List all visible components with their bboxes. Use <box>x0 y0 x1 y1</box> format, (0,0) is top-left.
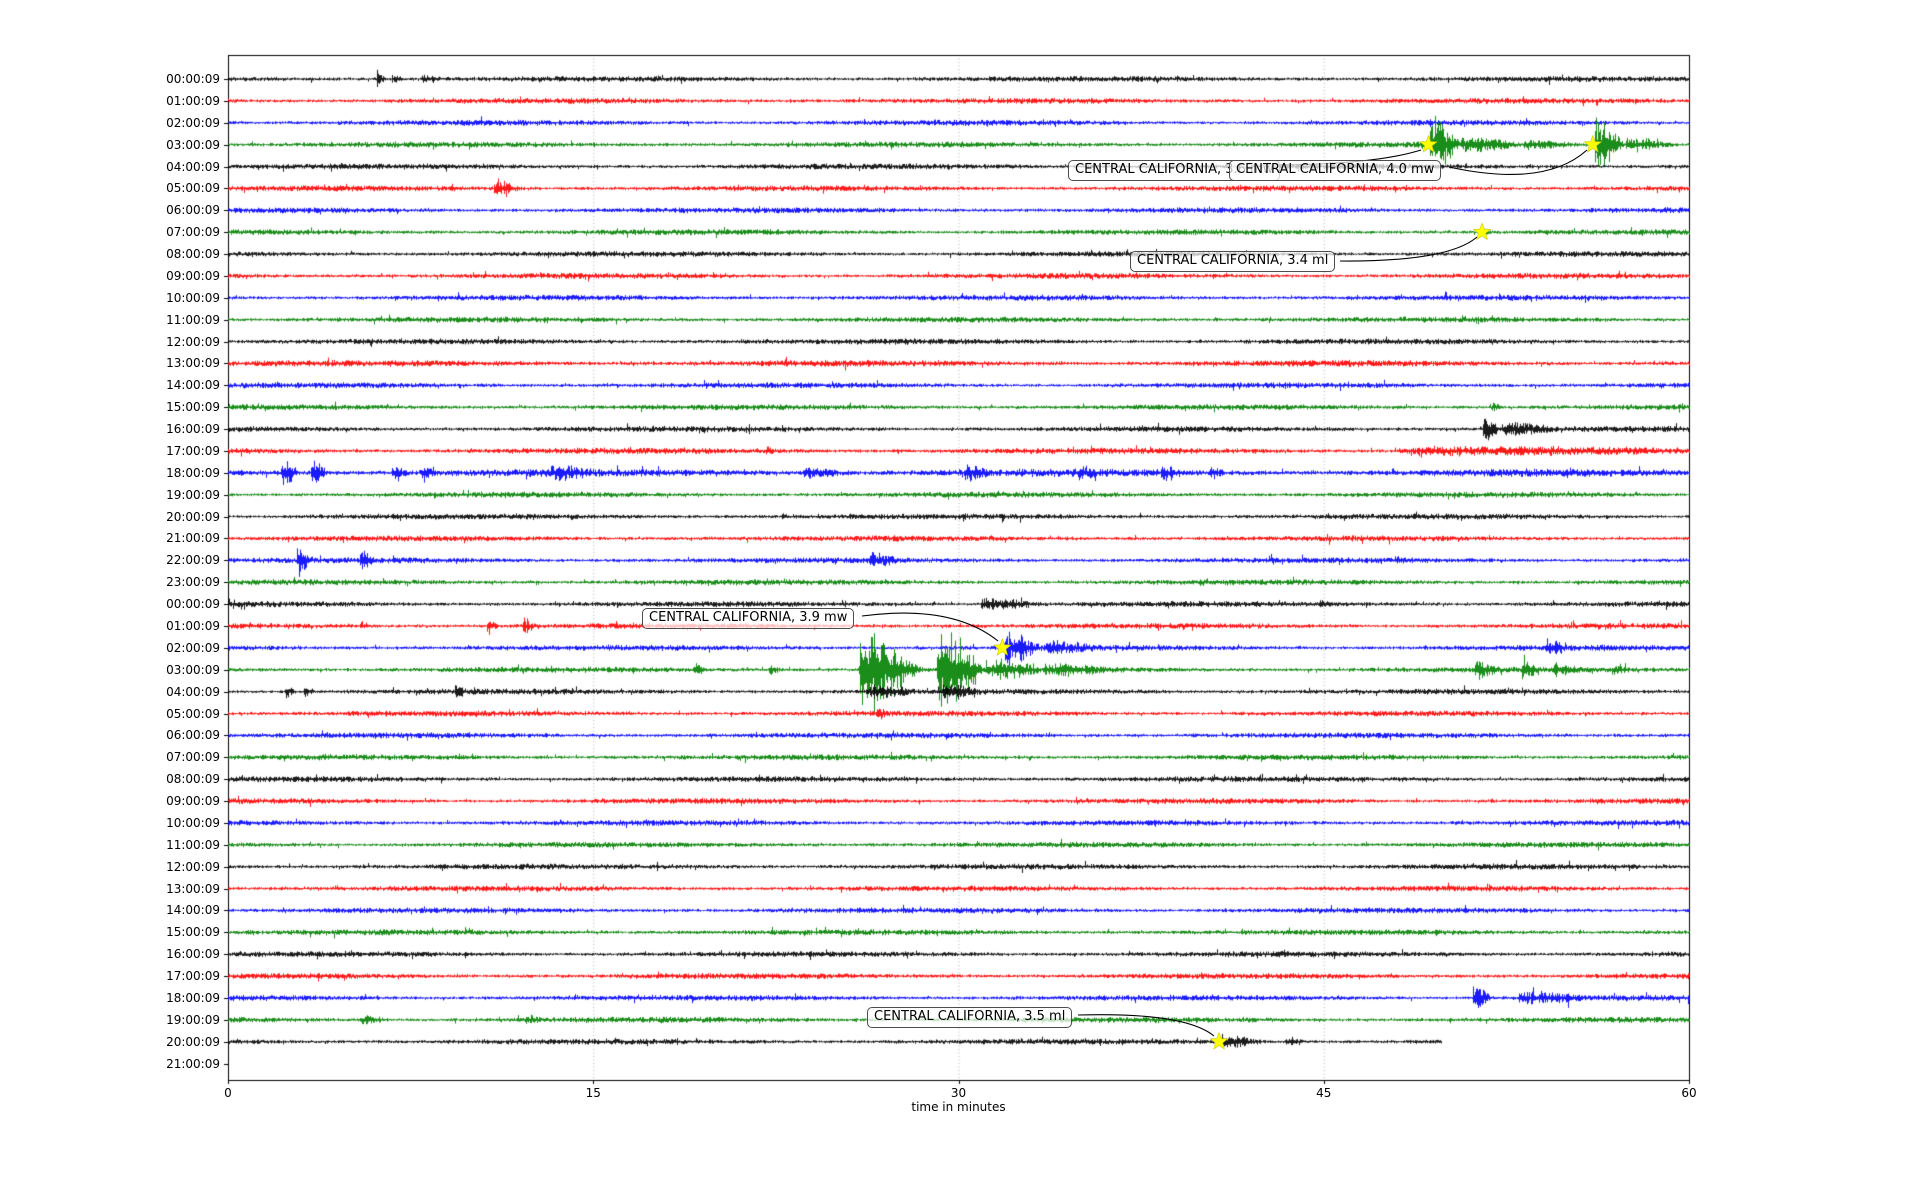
y-axis-label: 11:00:09 <box>166 312 220 327</box>
event-annotation: CENTRAL CALIFORNIA, 4.0 mw <box>1229 160 1442 181</box>
y-axis-label: 08:00:09 <box>166 247 220 262</box>
y-axis-label: 17:00:09 <box>166 969 220 984</box>
y-axis-label: 06:00:09 <box>166 728 220 743</box>
y-axis-label: 13:00:09 <box>166 881 220 896</box>
y-axis-label: 20:00:09 <box>166 509 220 524</box>
y-axis-label: 00:00:09 <box>166 597 220 612</box>
event-annotation: CENTRAL CALIFORNIA, 3.6 mw <box>1068 160 1281 181</box>
event-annotation: CENTRAL CALIFORNIA, 3.9 mw <box>642 608 855 629</box>
x-tick-label: 15 <box>585 1086 601 1100</box>
x-tick-label: 45 <box>1316 1086 1332 1100</box>
y-axis-label: 15:00:09 <box>166 925 220 940</box>
y-axis-label: 04:00:09 <box>166 159 220 174</box>
y-axis-label: 01:00:09 <box>166 619 220 633</box>
y-axis-label: 06:00:09 <box>166 203 220 218</box>
x-axis-title: time in minutes <box>911 1100 1006 1114</box>
y-axis-label: 13:00:09 <box>166 356 220 371</box>
y-axis-label: 07:00:09 <box>166 225 220 240</box>
y-axis-label: 02:00:09 <box>166 115 220 130</box>
x-tick-label: 0 <box>224 1086 232 1100</box>
y-axis-label: 22:00:09 <box>166 553 220 568</box>
y-axis-label: 07:00:09 <box>166 750 220 765</box>
y-axis-label: 02:00:09 <box>166 640 220 655</box>
y-axis-label: 03:00:09 <box>166 137 220 152</box>
y-axis-label: 14:00:09 <box>166 378 220 393</box>
y-axis-label: 01:00:09 <box>166 93 220 108</box>
y-axis-label: 03:00:09 <box>166 662 220 677</box>
y-axis-label: 12:00:09 <box>166 334 220 349</box>
y-axis-label: 19:00:09 <box>166 487 220 502</box>
y-axis-label: 18:00:09 <box>166 990 220 1005</box>
y-axis-label: 10:00:09 <box>166 815 220 830</box>
y-axis-label: 09:00:09 <box>166 268 220 283</box>
y-axis-label: 09:00:09 <box>166 794 220 809</box>
y-axis-label: 05:00:09 <box>166 181 220 196</box>
y-axis-label: 20:00:09 <box>166 1034 220 1049</box>
y-axis-label: 23:00:09 <box>166 575 220 590</box>
y-axis-label: 17:00:09 <box>166 443 220 458</box>
y-axis-label: 21:00:09 <box>166 1056 220 1071</box>
y-axis-label: 19:00:09 <box>166 1012 220 1027</box>
x-tick-label: 30 <box>950 1086 967 1100</box>
y-axis-label: 21:00:09 <box>166 531 220 546</box>
y-axis-label: 05:00:09 <box>166 706 220 721</box>
y-axis-label: 10:00:09 <box>166 290 220 305</box>
y-axis-label: 12:00:09 <box>166 859 220 874</box>
y-axis-label: 04:00:09 <box>166 684 220 699</box>
y-axis-label: 11:00:09 <box>166 837 220 852</box>
y-axis-label: 16:00:09 <box>166 422 220 437</box>
y-axis-label: 16:00:09 <box>166 947 220 962</box>
event-annotation: CENTRAL CALIFORNIA, 3.4 ml <box>1130 251 1336 272</box>
y-axis-label: 00:00:09 <box>166 72 220 86</box>
y-axis-label: 08:00:09 <box>166 772 220 787</box>
y-axis-label: 14:00:09 <box>166 903 220 918</box>
y-axis-label: 18:00:09 <box>166 465 220 480</box>
y-axis-label: 15:00:09 <box>166 400 220 415</box>
x-tick-label: 60 <box>1681 1086 1697 1100</box>
event-annotation: CENTRAL CALIFORNIA, 3.5 ml <box>867 1007 1073 1028</box>
